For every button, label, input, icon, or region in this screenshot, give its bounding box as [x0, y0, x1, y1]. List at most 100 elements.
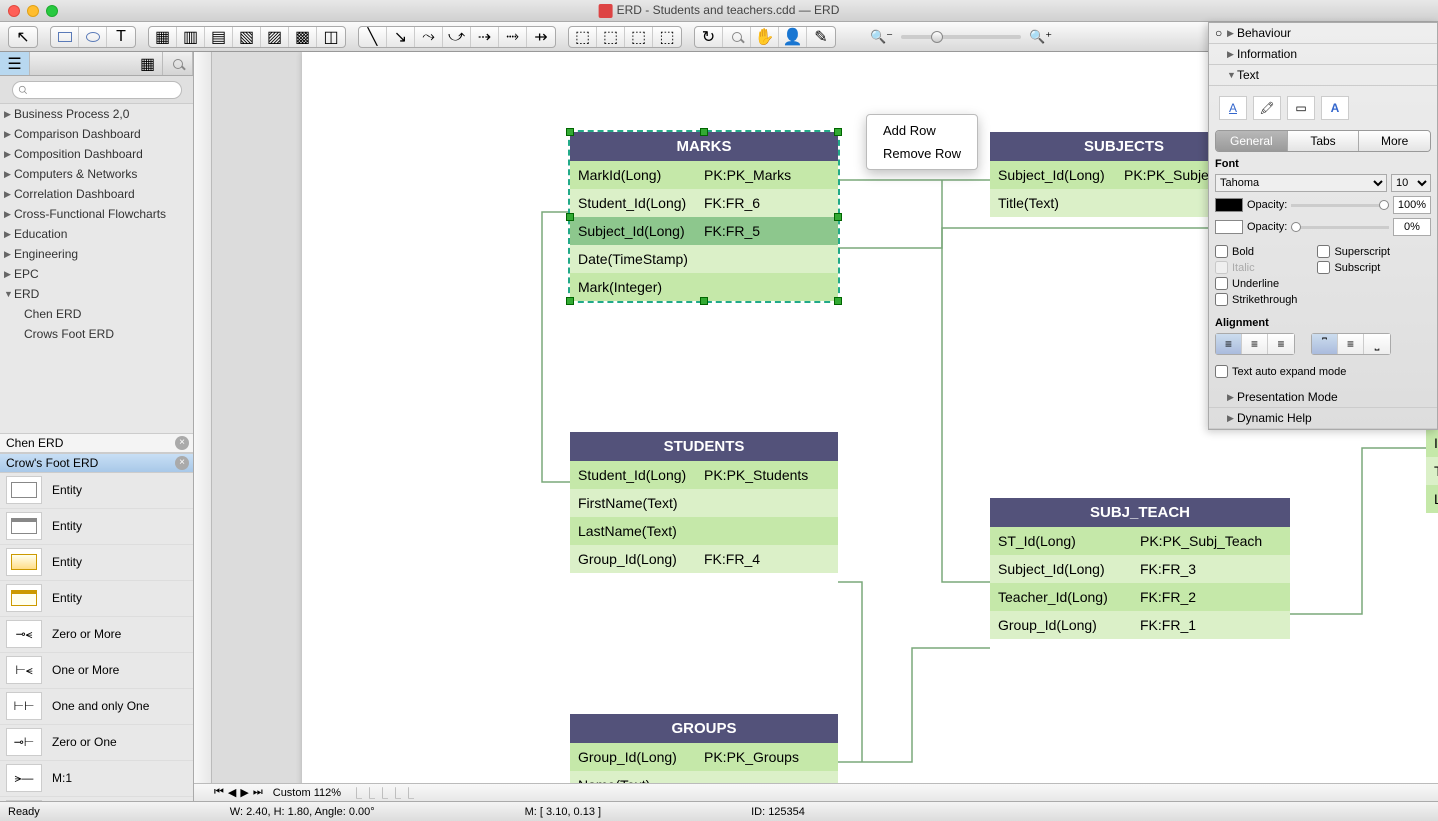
nav-last-icon[interactable]: ⏭: [253, 786, 263, 799]
close-icon[interactable]: ×: [175, 456, 189, 470]
tree-item[interactable]: ▶Composition Dashboard: [0, 144, 193, 164]
erd-row[interactable]: Name(Text): [570, 771, 838, 783]
text-opacity-swatch[interactable]: [1215, 198, 1243, 212]
tree-item[interactable]: ▶Computers & Networks: [0, 164, 193, 184]
inspector-section-behaviour[interactable]: ○▶Behaviour: [1209, 23, 1437, 44]
checkbox-italic[interactable]: Italic: [1215, 261, 1297, 274]
connector-5[interactable]: ⇢: [471, 27, 499, 47]
menu-item-remove-row[interactable]: Remove Row: [867, 142, 977, 165]
inspector-section-dynamic-help[interactable]: ▶Dynamic Help: [1209, 408, 1437, 429]
font-size-select[interactable]: 10: [1391, 174, 1431, 192]
nav-next-icon[interactable]: ▶: [240, 786, 248, 799]
opacity-input-1[interactable]: [1393, 196, 1431, 214]
resize-handle[interactable]: [566, 213, 574, 221]
erd-table-marks[interactable]: MARKS MarkId(Long)PK:PK_Marks Student_Id…: [570, 132, 838, 301]
nav-first-icon[interactable]: ⏮: [214, 786, 224, 799]
valign-bottom[interactable]: ⎵: [1364, 334, 1390, 354]
tree-item-crowsfoot[interactable]: Crows Foot ERD: [0, 324, 193, 344]
tree-item[interactable]: ▶Engineering: [0, 244, 193, 264]
sidebar-tab-grid[interactable]: ▦: [133, 52, 163, 75]
opacity-input-2[interactable]: [1393, 218, 1431, 236]
inspector-tab-general[interactable]: General: [1216, 131, 1288, 151]
tree-item-erd[interactable]: ▼ERD: [0, 284, 193, 304]
align-tool-2[interactable]: ▥: [177, 27, 205, 47]
tree-item[interactable]: ▶Education: [0, 224, 193, 244]
font-select[interactable]: Tahoma: [1215, 174, 1387, 192]
shape-one-or-more[interactable]: ⊢⪪One or More: [0, 653, 193, 689]
tree-item[interactable]: ▶EPC: [0, 264, 193, 284]
shape-zero-or-one[interactable]: ⊸⊢Zero or One: [0, 725, 193, 761]
fill-icon[interactable]: ▭: [1287, 96, 1315, 120]
shape-zero-or-more[interactable]: ⊸⪪Zero or More: [0, 617, 193, 653]
menu-item-add-row[interactable]: Add Row: [867, 119, 977, 142]
align-tool-4[interactable]: ▧: [233, 27, 261, 47]
erd-row[interactable]: ST_Id(Long)PK:PK_Subj_Teach: [990, 527, 1290, 555]
erd-row[interactable]: Id(Long)PK:PK_Te: [1426, 429, 1438, 457]
shape-entity[interactable]: Entity: [0, 545, 193, 581]
hand-tool[interactable]: ✋: [751, 27, 779, 47]
tree-item[interactable]: ▶Comparison Dashboard: [0, 124, 193, 144]
refresh-tool[interactable]: ↻: [695, 27, 723, 47]
connector-6[interactable]: ⤑: [499, 27, 527, 47]
valign-middle[interactable]: ≡: [1338, 334, 1364, 354]
tree-item[interactable]: ▶Business Process 2,0: [0, 104, 193, 124]
erd-row[interactable]: Text): [1426, 457, 1438, 485]
shape-m1[interactable]: ⪫—M:1: [0, 797, 193, 802]
inspector-tab-tabs[interactable]: Tabs: [1288, 131, 1360, 151]
erd-table-groups[interactable]: GROUPS Group_Id(Long)PK:PK_Groups Name(T…: [570, 714, 838, 783]
text-color-icon[interactable]: A: [1219, 96, 1247, 120]
align-left[interactable]: ≡: [1216, 334, 1242, 354]
group-tool-4[interactable]: ⬚: [653, 27, 681, 47]
shape-one-only-one[interactable]: ⊢⊢One and only One: [0, 689, 193, 725]
resize-handle[interactable]: [700, 297, 708, 305]
shape-m1[interactable]: ⪫—M:1: [0, 761, 193, 797]
zoom-out-icon[interactable]: 🔍⁻: [870, 29, 893, 45]
zoom-in-icon[interactable]: 🔍⁺: [1029, 29, 1052, 45]
erd-row[interactable]: Group_Id(Long)FK:FR_1: [990, 611, 1290, 639]
zoom-tool[interactable]: [723, 27, 751, 47]
minimize-window-button[interactable]: [27, 5, 39, 17]
font-icon[interactable]: A: [1321, 96, 1349, 120]
resize-handle[interactable]: [566, 297, 574, 305]
group-tool-3[interactable]: ⬚: [625, 27, 653, 47]
checkbox-underline[interactable]: Underline: [1215, 277, 1297, 290]
align-tool-7[interactable]: ◫: [317, 27, 345, 47]
section-chen-erd[interactable]: Chen ERD×: [0, 433, 193, 453]
erd-table-subj-teach[interactable]: SUBJ_TEACH ST_Id(Long)PK:PK_Subj_Teach S…: [990, 498, 1290, 639]
sidebar-tab-libraries[interactable]: ☰: [0, 52, 30, 75]
resize-handle[interactable]: [834, 128, 842, 136]
resize-handle[interactable]: [834, 213, 842, 221]
shape-entity[interactable]: Entity: [0, 509, 193, 545]
checkbox-strikethrough[interactable]: Strikethrough: [1215, 293, 1297, 306]
valign-top[interactable]: ⎴: [1312, 334, 1338, 354]
inspector-section-presentation[interactable]: ▶Presentation Mode: [1209, 387, 1437, 408]
erd-row[interactable]: LastName(Text): [570, 517, 838, 545]
checkbox-subscript[interactable]: Subscript: [1317, 261, 1390, 274]
close-icon[interactable]: ×: [175, 436, 189, 450]
erd-row[interactable]: Group_Id(Long)FK:FR_4: [570, 545, 838, 573]
tree-item-chen[interactable]: Chen ERD: [0, 304, 193, 324]
align-tool-5[interactable]: ▨: [261, 27, 289, 47]
resize-handle[interactable]: [700, 128, 708, 136]
zoom-thumb[interactable]: [931, 31, 943, 43]
erd-row[interactable]: Subject_Id(Long)FK:FR_3: [990, 555, 1290, 583]
erd-row[interactable]: Student_Id(Long)PK:PK_Students: [570, 461, 838, 489]
section-crows-foot-erd[interactable]: Crow's Foot ERD×: [0, 453, 193, 473]
search-input[interactable]: [12, 81, 182, 99]
rect-tool[interactable]: [51, 27, 79, 47]
checkbox-superscript[interactable]: Superscript: [1317, 245, 1390, 258]
sidebar-tab-search[interactable]: [163, 52, 193, 75]
nav-prev-icon[interactable]: ◀: [228, 786, 236, 799]
erd-row[interactable]: Date(TimeStamp): [570, 245, 838, 273]
erd-row-selected[interactable]: Subject_Id(Long)FK:FR_5: [570, 217, 838, 245]
zoom-slider[interactable]: [901, 35, 1021, 39]
shape-entity[interactable]: Entity: [0, 581, 193, 617]
group-tool-2[interactable]: ⬚: [597, 27, 625, 47]
erd-table-students[interactable]: STUDENTS Student_Id(Long)PK:PK_Students …: [570, 432, 838, 573]
checkbox-auto-expand[interactable]: Text auto expand mode: [1215, 365, 1431, 378]
ellipse-tool[interactable]: [79, 27, 107, 47]
resize-handle[interactable]: [566, 128, 574, 136]
shape-entity[interactable]: Entity: [0, 473, 193, 509]
resize-handle[interactable]: [834, 297, 842, 305]
pointer-tool[interactable]: ↖: [9, 27, 37, 47]
